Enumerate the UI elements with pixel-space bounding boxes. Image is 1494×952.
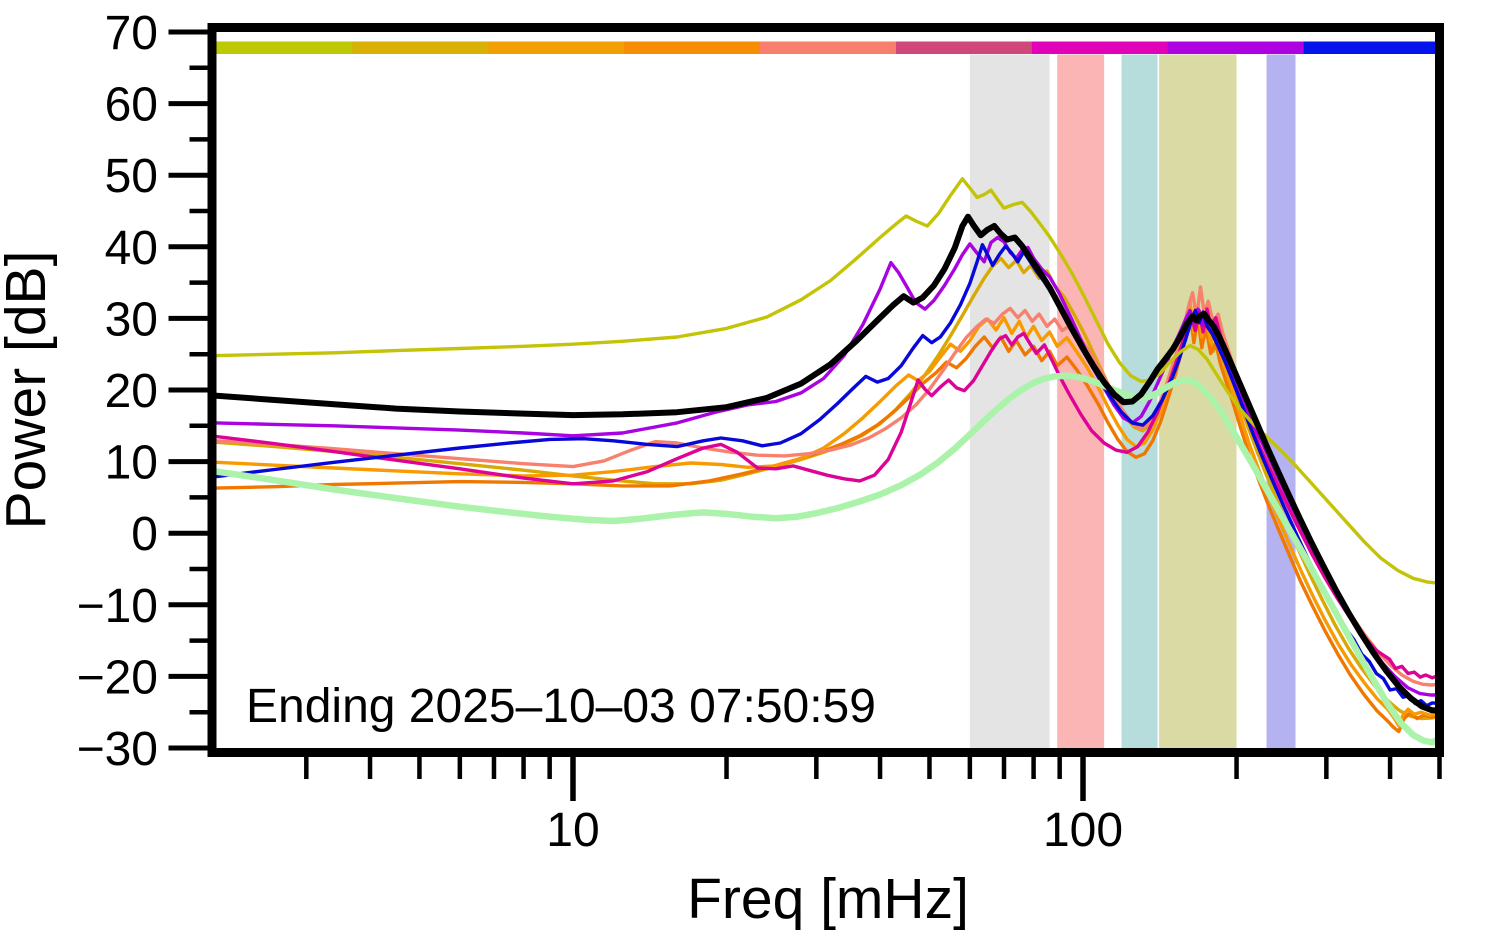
colorbar-segment-8 [1303,41,1441,54]
colorbar-segment-6 [1031,41,1169,54]
curve-dark-orange [216,308,1440,734]
curve-olive [216,177,1440,585]
x-axis-title: Freq [mHz] [687,867,969,931]
y-tick-label: 20 [105,365,158,418]
plot-frame [207,23,1444,757]
time-colorbar [216,41,1441,54]
axis-ticks [168,29,1442,801]
colorbar-segment-3 [624,41,761,54]
colorbar-segment-5 [895,41,1033,54]
y-tick-label: 60 [105,79,158,132]
shaded-band-4 [1266,54,1296,748]
y-tick-label: 70 [105,7,158,60]
ending-timestamp: Ending 2025–10–03 07:50:59 [246,680,876,733]
colorbar-segment-1 [352,41,489,54]
colorbar-segment-4 [760,41,897,54]
colorbar-segment-7 [1167,41,1305,54]
y-tick-label: 0 [131,508,158,561]
curve-salmon [216,285,1440,687]
y-tick-label: 30 [105,293,158,346]
y-tick-label: 10 [105,437,158,490]
y-axis-title: Power [dB] [0,251,58,530]
x-tick-label: 100 [1043,804,1123,857]
curve-magenta [216,307,1440,680]
y-tick-label: 50 [105,150,158,203]
y-tick-label: −10 [77,580,158,633]
y-tick-label: 40 [105,222,158,275]
curve-black [216,213,1440,714]
colorbar-segment-2 [488,41,625,54]
curve-pale-green [216,372,1440,746]
y-tick-label: −30 [77,723,158,776]
colorbar-segment-0 [216,41,353,54]
shaded-band-3 [1159,54,1237,748]
spectra-curves [216,177,1440,746]
curve-gold [216,256,1440,721]
y-tick-label: −20 [77,651,158,704]
x-tick-label: 10 [546,804,599,857]
curve-orange [216,299,1440,728]
